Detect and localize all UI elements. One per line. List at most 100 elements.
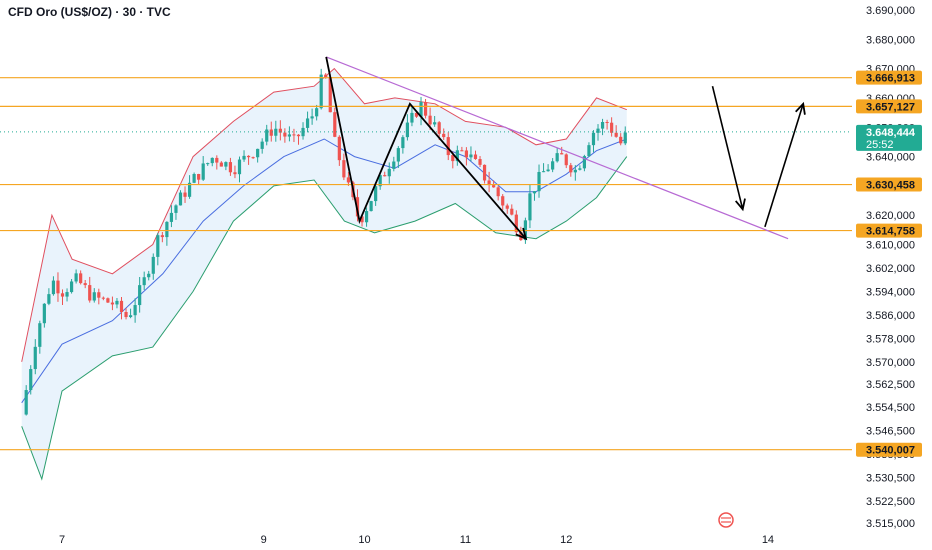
- candle-body: [47, 294, 51, 304]
- candle-body: [124, 311, 128, 318]
- x-tick-label: 10: [358, 534, 370, 546]
- y-tick-label: 3.562,500: [866, 379, 915, 391]
- level-badge-label: 3.666,913: [866, 73, 915, 85]
- candle-body: [165, 221, 169, 238]
- candle-body: [128, 315, 133, 318]
- x-tick-label: 14: [762, 534, 774, 546]
- y-tick-label: 3.690,000: [866, 5, 915, 17]
- candle-body: [532, 191, 537, 194]
- candle-body: [614, 132, 618, 137]
- candle-body: [228, 162, 233, 173]
- y-tick-label: 3.680,000: [866, 34, 915, 46]
- candle-body: [560, 153, 564, 155]
- candle-body: [473, 154, 478, 160]
- candle-body: [451, 155, 455, 162]
- candle-body: [287, 134, 292, 137]
- candle-body: [419, 102, 423, 117]
- candle-body: [115, 300, 119, 305]
- candle-body: [510, 208, 514, 215]
- trendline: [325, 56, 789, 240]
- y-tick-label: 3.554,500: [866, 402, 915, 414]
- y-tick-label: 3.586,000: [866, 310, 915, 322]
- candle-body: [219, 162, 223, 167]
- candle-body: [541, 171, 546, 173]
- candle-body: [496, 187, 500, 197]
- candle-body: [364, 211, 369, 223]
- candle-body: [324, 74, 328, 78]
- projection-up-arrowhead: [795, 101, 806, 115]
- candle-body: [328, 77, 332, 113]
- candle-body: [555, 153, 559, 162]
- x-tick-label: 9: [261, 534, 267, 546]
- countdown-label: 25:52: [866, 139, 894, 151]
- level-badge: [856, 70, 922, 85]
- candle-body: [414, 112, 419, 117]
- candle-body: [501, 196, 505, 206]
- candle-body: [274, 128, 278, 136]
- candle-body: [596, 128, 600, 133]
- candle-body: [464, 150, 469, 158]
- candle-body: [29, 369, 33, 391]
- candle-body: [378, 175, 382, 187]
- candle-body: [401, 137, 405, 149]
- candle-body: [151, 256, 155, 274]
- candle-body: [60, 293, 65, 297]
- candle-body: [537, 171, 541, 192]
- level-badge-label: 3.657,127: [866, 101, 915, 113]
- candle-body: [74, 273, 78, 282]
- candle-body: [528, 193, 532, 221]
- y-tick-label: 3.620,000: [866, 210, 915, 222]
- candle-body: [623, 132, 627, 144]
- candle-body: [38, 323, 42, 347]
- candle-body: [428, 115, 432, 125]
- candle-body: [65, 292, 69, 297]
- candle-body: [482, 164, 487, 181]
- candle-body: [551, 161, 555, 170]
- candle-body: [514, 214, 518, 233]
- candle-body: [305, 118, 310, 128]
- candle-body: [142, 277, 146, 286]
- band-fill: [21, 68, 627, 479]
- candle-body: [310, 116, 314, 119]
- candle-body: [433, 122, 437, 125]
- y-tick-label: 3.570,000: [866, 357, 915, 369]
- y-axis-panel: [852, 0, 932, 550]
- last-price-badge: [856, 124, 922, 151]
- candle-body: [106, 298, 110, 303]
- x-tick-label: 11: [460, 534, 471, 546]
- candle-body: [260, 141, 264, 149]
- candle-body: [469, 154, 473, 158]
- candle-body: [237, 159, 242, 175]
- level-badge: [856, 99, 922, 114]
- candle-body: [174, 205, 178, 213]
- candle-body: [178, 192, 183, 206]
- candle-body: [256, 148, 260, 158]
- candle-body: [233, 172, 237, 175]
- candle-body: [333, 112, 337, 137]
- candle-body: [337, 136, 341, 161]
- candle-body: [392, 161, 396, 169]
- candle-body: [201, 163, 205, 180]
- candle-body: [582, 156, 587, 169]
- candle-body: [478, 159, 482, 165]
- candle-body: [97, 292, 101, 298]
- candle-body: [79, 273, 83, 284]
- candle-body: [24, 390, 28, 415]
- candle-body: [360, 216, 364, 223]
- candle-body: [183, 192, 187, 197]
- candle-body: [591, 132, 596, 146]
- candle-body: [192, 174, 196, 183]
- zigzag-pattern: [325, 56, 527, 240]
- candle-body: [587, 145, 591, 157]
- candle-body: [319, 74, 323, 109]
- candle-body: [487, 180, 491, 186]
- candle-body: [88, 285, 92, 301]
- candle-body: [33, 346, 37, 370]
- chart-title: CFD Oro (US$/OZ) · 30 · TVC: [8, 5, 171, 19]
- y-tick-label: 3.515,000: [866, 518, 915, 530]
- candle-body: [573, 169, 577, 173]
- candle-body: [383, 175, 387, 177]
- candle-body: [265, 129, 269, 142]
- y-tick-label: 3.610,000: [866, 240, 915, 252]
